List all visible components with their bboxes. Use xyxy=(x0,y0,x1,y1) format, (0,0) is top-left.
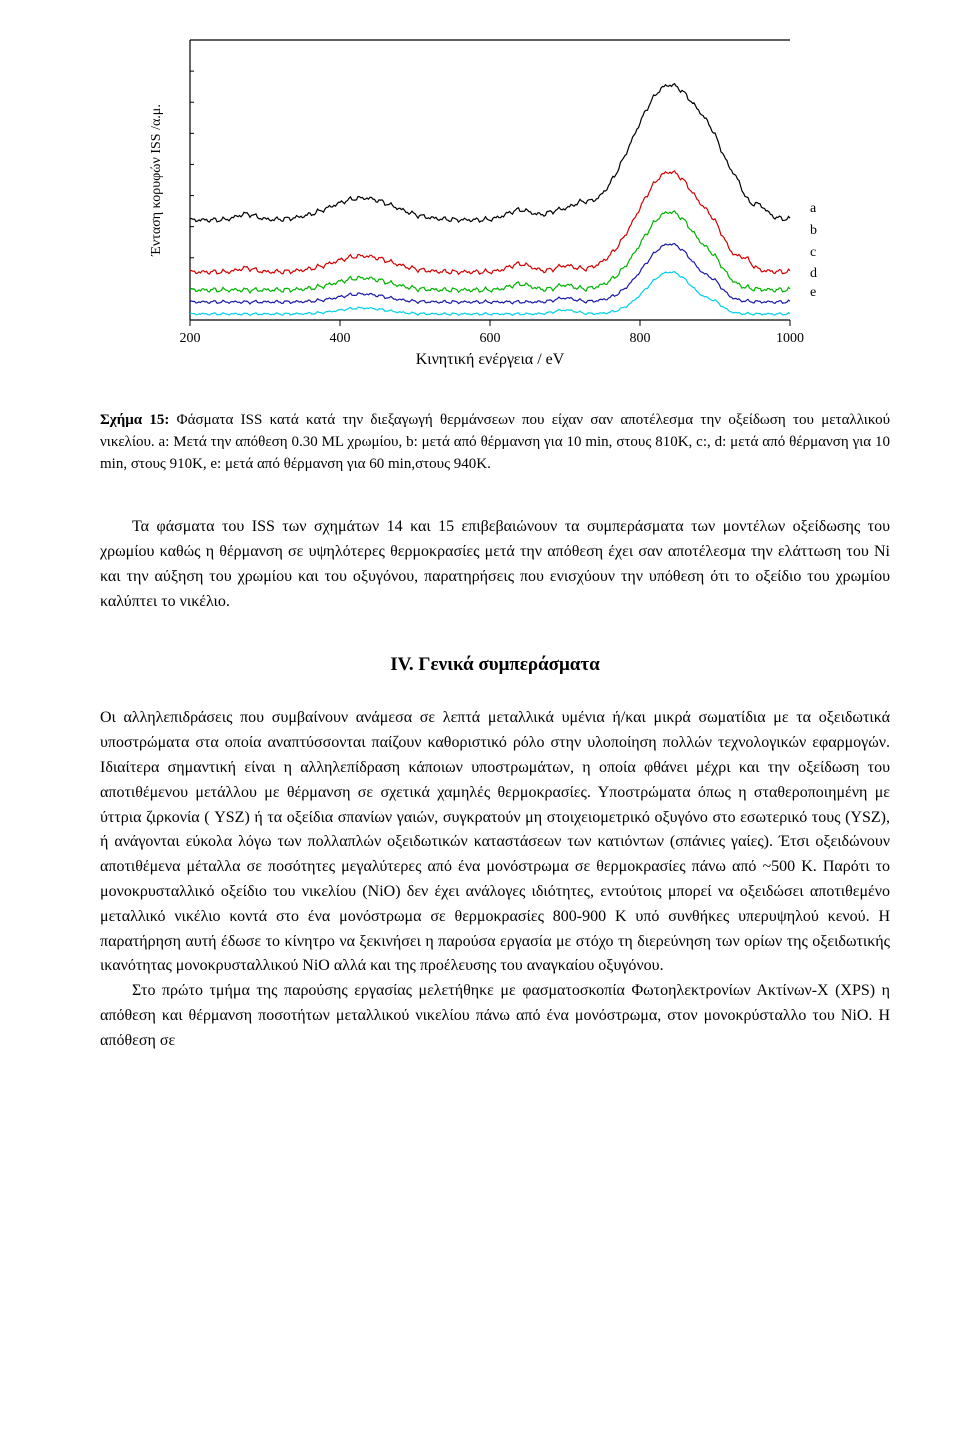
svg-text:Ένταση κορυφών ISS /α.μ.: Ένταση κορυφών ISS /α.μ. xyxy=(149,104,164,257)
figure-caption: Σχήμα 15: Φάσματα ISS κατά κατά την διεξ… xyxy=(100,410,890,475)
svg-text:c: c xyxy=(810,245,816,260)
body-text: Οι αλληλεπιδράσεις που συμβαίνουν ανάμεσ… xyxy=(100,706,890,1053)
chart-svg: 200 400 600 800 1000 Κινητική ενέργεια / eV Έν… xyxy=(100,30,860,380)
section-title: IV. Γενικά συμπεράσματα xyxy=(100,654,890,676)
body-p1: Οι αλληλεπιδράσεις που συμβαίνουν ανάμεσ… xyxy=(100,706,890,979)
iss-spectra-chart: 200 400 600 800 1000 Κινητική ενέργεια / eV Έν… xyxy=(100,30,890,380)
paragraph-iss-discussion: Τα φάσματα του ISS των σχημάτων 14 και 1… xyxy=(100,515,890,614)
svg-text:e: e xyxy=(810,285,816,300)
svg-text:b: b xyxy=(810,223,817,238)
caption-lead: Σχήμα 15: xyxy=(100,412,169,428)
svg-text:200: 200 xyxy=(180,331,201,346)
caption-text: Φάσματα ISS κατά κατά την διεξαγωγή θερμ… xyxy=(100,412,890,472)
svg-text:d: d xyxy=(810,266,817,281)
svg-text:1000: 1000 xyxy=(776,331,804,346)
svg-text:600: 600 xyxy=(480,331,501,346)
svg-text:400: 400 xyxy=(330,331,351,346)
svg-text:Κινητική ενέργεια / eV: Κινητική ενέργεια / eV xyxy=(416,351,565,368)
svg-text:800: 800 xyxy=(630,331,651,346)
svg-text:a: a xyxy=(810,201,817,216)
body-p2: Στο πρώτο τμήμα της παρούσης εργασίας με… xyxy=(100,979,890,1053)
